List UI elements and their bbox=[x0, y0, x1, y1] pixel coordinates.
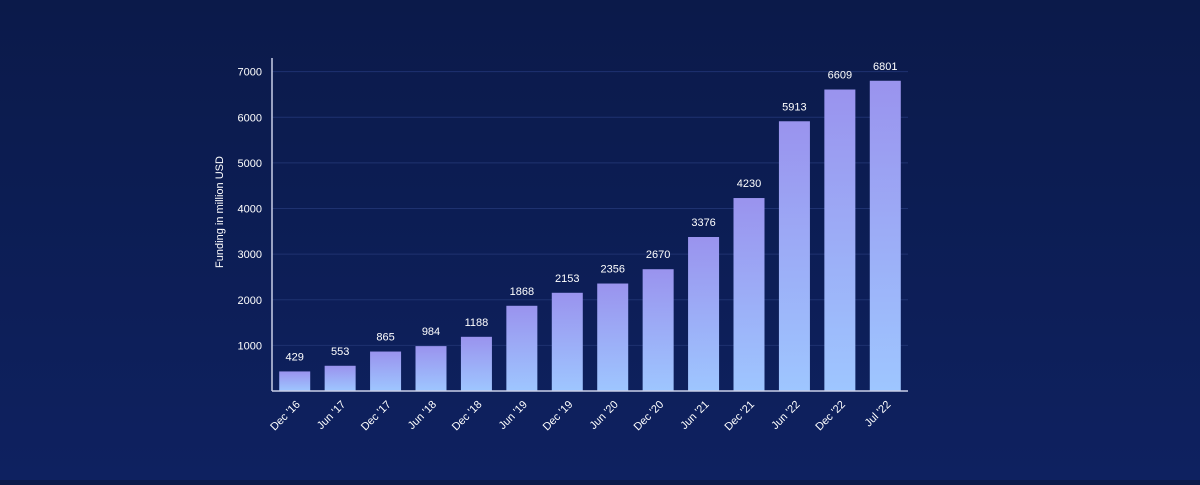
bar bbox=[551, 292, 583, 391]
bar bbox=[688, 236, 720, 391]
x-tick-label: Jun '22 bbox=[769, 399, 802, 432]
bar bbox=[370, 351, 402, 391]
data-label: 2356 bbox=[600, 264, 624, 276]
data-label: 6801 bbox=[873, 61, 897, 73]
bar bbox=[733, 198, 765, 391]
bar bbox=[642, 269, 674, 391]
x-tick-label: Jul '22 bbox=[863, 399, 894, 430]
data-label: 2153 bbox=[555, 273, 579, 285]
y-tick-label: 7000 bbox=[238, 67, 262, 79]
x-tick-label: Jun '21 bbox=[678, 399, 711, 432]
bars bbox=[279, 80, 901, 392]
y-axis-label: Funding in million USD bbox=[214, 156, 226, 268]
y-tick-label: 6000 bbox=[238, 112, 262, 124]
data-label: 553 bbox=[331, 346, 349, 358]
data-label: 1868 bbox=[510, 286, 534, 298]
x-tick-label: Jun '17 bbox=[315, 399, 348, 432]
x-tick-label: Dec '19 bbox=[541, 399, 576, 434]
data-label: 2670 bbox=[646, 249, 670, 261]
x-tick-label: Dec '17 bbox=[359, 399, 394, 434]
x-tick-label: Jun '19 bbox=[497, 399, 530, 432]
bar bbox=[415, 346, 447, 391]
bar bbox=[324, 365, 356, 391]
data-label: 984 bbox=[422, 326, 440, 338]
x-tick-label: Dec '16 bbox=[268, 399, 303, 434]
data-label: 5913 bbox=[782, 101, 806, 113]
x-tick-label: Dec '20 bbox=[632, 399, 667, 434]
data-label: 1188 bbox=[465, 317, 489, 329]
gridlines bbox=[272, 71, 908, 346]
x-tick-label: Dec '18 bbox=[450, 399, 485, 434]
data-label: 3376 bbox=[691, 217, 715, 229]
x-axis-ticks: Dec '16 Jun '17 Dec '17 Jun '18 Dec '18 Jun '… bbox=[268, 399, 893, 434]
y-axis-ticks: 1000 2000 3000 4000 5000 6000 7000 bbox=[238, 67, 262, 353]
data-label: 4230 bbox=[737, 178, 761, 190]
bar bbox=[506, 305, 538, 391]
bar bbox=[460, 336, 492, 391]
x-tick-label: Dec '22 bbox=[813, 399, 848, 434]
data-label: 6609 bbox=[828, 70, 852, 82]
data-label: 865 bbox=[376, 332, 394, 344]
y-tick-label: 3000 bbox=[238, 249, 262, 261]
data-label: 429 bbox=[286, 351, 304, 363]
y-tick-label: 1000 bbox=[238, 340, 262, 352]
y-tick-label: 2000 bbox=[238, 295, 262, 307]
bar bbox=[279, 371, 311, 391]
data-labels: 429 553 865 984 1188 1868 2153 2356 2670 3376 4230… bbox=[286, 61, 898, 364]
y-tick-label: 4000 bbox=[238, 204, 262, 216]
bar bbox=[778, 121, 810, 392]
x-tick-label: Jun '18 bbox=[406, 399, 439, 432]
bar bbox=[824, 89, 856, 391]
x-tick-label: Dec '21 bbox=[723, 399, 758, 434]
bar bbox=[597, 283, 629, 391]
bar bbox=[869, 80, 901, 391]
x-tick-label: Jun '20 bbox=[588, 399, 621, 432]
y-tick-label: 5000 bbox=[238, 158, 262, 170]
